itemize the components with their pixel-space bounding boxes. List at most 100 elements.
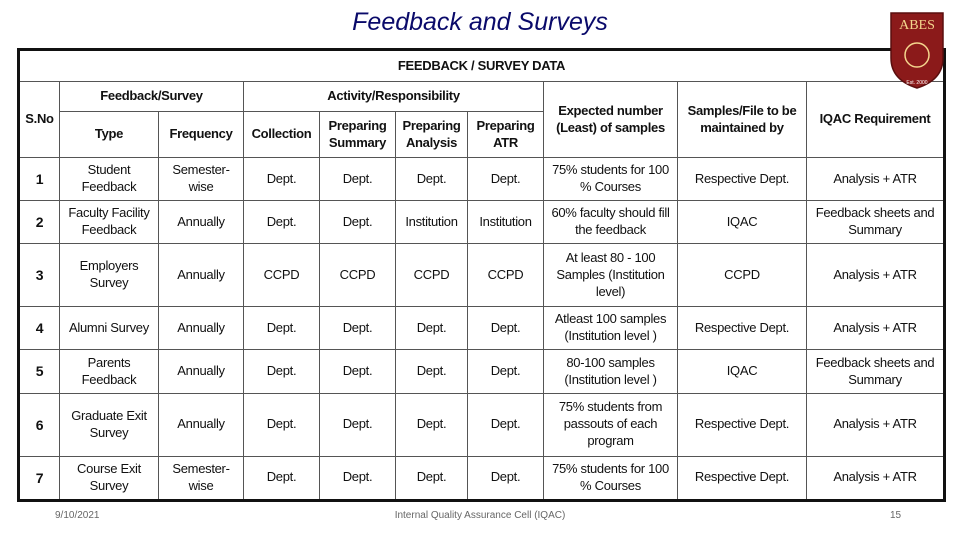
table-cell: Alumni Survey: [59, 306, 159, 351]
serial-cell: 6: [18, 392, 60, 457]
table-cell: Dept.: [467, 306, 544, 351]
table-cell: Employers Survey: [59, 243, 159, 308]
table-cell: Dept.: [395, 156, 468, 202]
table-cell: Dept.: [319, 392, 396, 457]
table-cell: Dept.: [319, 200, 396, 245]
serial-cell: 4: [18, 306, 60, 351]
sub-header: Collection: [243, 111, 320, 158]
table-cell: Dept.: [467, 156, 544, 202]
table-cell: Annually: [158, 392, 244, 457]
table-cell: Analysis + ATR: [805, 243, 946, 308]
group-header: Feedback/Survey: [59, 81, 244, 112]
table-cell: Analysis + ATR: [805, 306, 946, 351]
group-header: Samples/File to be maintained by: [677, 81, 807, 158]
table-row: 4 Alumni Survey Annually Dept. Dept. Dept. Dep…: [18, 306, 946, 351]
table-cell: Atleast 100 samples (Institution level ): [543, 306, 678, 351]
table-cell: Semester-wise: [158, 455, 244, 502]
table-cell: Annually: [158, 200, 244, 245]
serial-cell: 3: [18, 243, 60, 308]
table-cell: Dept.: [243, 306, 320, 351]
table-cell: Institution: [467, 200, 544, 245]
table-cell: CCPD: [677, 243, 807, 308]
table-cell: Annually: [158, 243, 244, 308]
table-row: 5 Parents Feedback Annually Dept. Dept. Dept.…: [18, 349, 946, 394]
footer-date: 9/10/2021: [55, 510, 100, 521]
table-row: 7 Course Exit Survey Semester-wise Dept. Dep…: [18, 455, 946, 502]
sub-header: Preparing ATR: [467, 111, 544, 158]
table-cell: CCPD: [467, 243, 544, 308]
table-cell: Graduate Exit Survey: [59, 392, 159, 457]
table-cell: Respective Dept.: [677, 156, 807, 202]
table-cell: Dept.: [243, 349, 320, 394]
table-cell: 75% students from passouts of each progr…: [543, 392, 678, 457]
table-cell: 75% students for 100 % Courses: [543, 455, 678, 502]
serial-cell: 2: [18, 200, 60, 245]
sub-header: Preparing Summary: [319, 111, 396, 158]
table-cell: IQAC: [677, 349, 807, 394]
table-cell: Feedback sheets and Summary: [805, 349, 946, 394]
table-row: 1 Student Feedback Semester-wise Dept. Dept.…: [18, 156, 946, 202]
table-cell: At least 80 - 100 Samples (Institution l…: [543, 243, 678, 308]
table-cell: Feedback sheets and Summary: [805, 200, 946, 245]
table-cell: 60% faculty should fill the feedback: [543, 200, 678, 245]
table-cell: Dept.: [319, 349, 396, 394]
table-cell: CCPD: [319, 243, 396, 308]
table-cell: Analysis + ATR: [805, 392, 946, 457]
table-cell: Dept.: [243, 455, 320, 502]
logo-shield: [890, 12, 944, 89]
table-cell: Dept.: [395, 349, 468, 394]
serial-cell: 7: [18, 455, 60, 502]
table-cell: Faculty Facility Feedback: [59, 200, 159, 245]
table-row: 3 Employers Survey Annually CCPD CCPD CCPD CCP…: [18, 243, 946, 308]
table-cell: Respective Dept.: [677, 455, 807, 502]
logo-sub: Est. 2000: [906, 80, 927, 86]
group-header: Activity/Responsibility: [243, 81, 544, 112]
table-cell: Analysis + ATR: [805, 455, 946, 502]
logo-emblem: [904, 42, 930, 68]
table-cell: Dept.: [467, 392, 544, 457]
table-cell: Course Exit Survey: [59, 455, 159, 502]
table-cell: Semester-wise: [158, 156, 244, 202]
table-cell: 80-100 samples (Institution level ): [543, 349, 678, 394]
serial-cell: 1: [18, 156, 60, 202]
table-row: 6 Graduate Exit Survey Annually Dept. Dept. D…: [18, 392, 946, 457]
survey-table: FEEDBACK / SURVEY DATA S.No Feedback/Sur…: [17, 48, 947, 502]
table-caption: FEEDBACK / SURVEY DATA: [17, 49, 946, 82]
footer-page: 15: [890, 510, 902, 521]
table-cell: Dept.: [395, 392, 468, 457]
table-cell: Annually: [158, 306, 244, 351]
table-cell: Annually: [158, 349, 244, 394]
table-cell: Analysis + ATR: [805, 156, 946, 202]
group-header: S.No: [18, 81, 60, 158]
table-cell: Dept.: [243, 392, 320, 457]
table-cell: Institution: [395, 200, 468, 245]
sub-header: Type: [59, 111, 159, 158]
table-cell: Dept.: [395, 306, 468, 351]
sub-header: Frequency: [158, 111, 244, 158]
logo-text: ABES: [899, 18, 935, 33]
table-cell: Dept.: [319, 156, 396, 202]
table-cell: CCPD: [395, 243, 468, 308]
group-header: IQAC Requirement: [805, 81, 946, 158]
table-cell: Dept.: [467, 455, 544, 502]
logo: ABES Est. 2000: [890, 12, 944, 89]
table-cell: Dept.: [243, 200, 320, 245]
footer-center: Internal Quality Assurance Cell (IQAC): [394, 510, 566, 521]
sub-header: Preparing Analysis: [395, 111, 468, 158]
table-cell: Dept.: [467, 349, 544, 394]
table-cell: Dept.: [395, 455, 468, 502]
table-cell: Parents Feedback: [59, 349, 159, 394]
table-cell: Dept.: [319, 306, 396, 351]
table-cell: Respective Dept.: [677, 392, 807, 457]
table-cell: Student Feedback: [59, 156, 159, 202]
group-header: Expected number (Least) of samples: [543, 81, 678, 158]
serial-cell: 5: [18, 349, 60, 394]
table-row: 2 Faculty Facility Feedback Annually Dept. D…: [18, 200, 946, 245]
table-cell: Dept.: [243, 156, 320, 202]
table-cell: Respective Dept.: [677, 306, 807, 351]
table-cell: CCPD: [243, 243, 320, 308]
table-cell: Dept.: [319, 455, 396, 502]
slide-title: Feedback and Surveys: [352, 8, 608, 36]
table-cell: 75% students for 100 % Courses: [543, 156, 678, 202]
